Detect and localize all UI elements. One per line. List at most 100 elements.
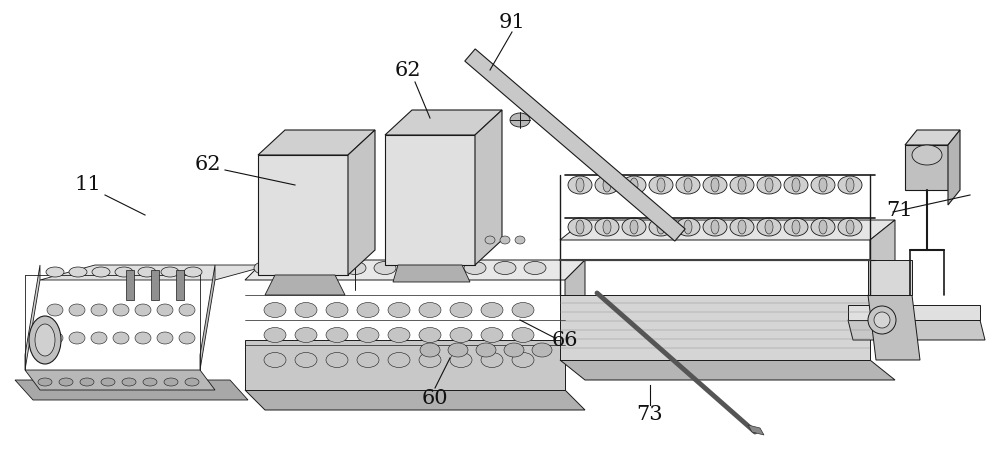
Ellipse shape <box>811 176 835 194</box>
Ellipse shape <box>434 261 456 274</box>
Ellipse shape <box>485 236 495 244</box>
Ellipse shape <box>481 353 503 367</box>
Ellipse shape <box>657 220 665 234</box>
Ellipse shape <box>404 261 426 274</box>
Ellipse shape <box>164 378 178 386</box>
Ellipse shape <box>568 218 592 236</box>
Ellipse shape <box>135 332 151 344</box>
Ellipse shape <box>69 332 85 344</box>
Ellipse shape <box>512 353 534 367</box>
Ellipse shape <box>481 303 503 317</box>
Ellipse shape <box>912 145 942 165</box>
Ellipse shape <box>113 304 129 316</box>
Ellipse shape <box>29 316 61 364</box>
Ellipse shape <box>676 176 700 194</box>
Polygon shape <box>393 265 470 282</box>
Ellipse shape <box>622 218 646 236</box>
Ellipse shape <box>819 220 827 234</box>
Ellipse shape <box>35 324 55 356</box>
Ellipse shape <box>684 178 692 192</box>
Ellipse shape <box>92 267 110 277</box>
Ellipse shape <box>874 312 890 328</box>
Ellipse shape <box>38 378 52 386</box>
Ellipse shape <box>649 218 673 236</box>
Ellipse shape <box>357 303 379 317</box>
Ellipse shape <box>738 220 746 234</box>
Ellipse shape <box>738 178 746 192</box>
Ellipse shape <box>161 267 179 277</box>
Polygon shape <box>848 305 980 320</box>
Ellipse shape <box>184 267 202 277</box>
Ellipse shape <box>374 261 396 274</box>
Ellipse shape <box>765 220 773 234</box>
Ellipse shape <box>326 303 348 317</box>
Polygon shape <box>245 260 585 280</box>
Text: 71: 71 <box>887 201 913 219</box>
Ellipse shape <box>630 220 638 234</box>
Ellipse shape <box>649 176 673 194</box>
Ellipse shape <box>515 236 525 244</box>
Ellipse shape <box>576 220 584 234</box>
Ellipse shape <box>846 220 854 234</box>
Ellipse shape <box>388 353 410 367</box>
Ellipse shape <box>295 353 317 367</box>
Ellipse shape <box>846 178 854 192</box>
Text: 91: 91 <box>499 12 525 31</box>
Polygon shape <box>245 390 585 410</box>
Ellipse shape <box>47 304 63 316</box>
Polygon shape <box>25 370 215 390</box>
Polygon shape <box>245 340 565 390</box>
Ellipse shape <box>113 332 129 344</box>
Ellipse shape <box>512 328 534 342</box>
Polygon shape <box>385 110 502 135</box>
Polygon shape <box>40 265 270 280</box>
Ellipse shape <box>419 353 441 367</box>
Ellipse shape <box>676 218 700 236</box>
Text: 60: 60 <box>422 389 448 407</box>
Ellipse shape <box>524 261 546 274</box>
Ellipse shape <box>811 218 835 236</box>
Ellipse shape <box>388 328 410 342</box>
Ellipse shape <box>510 113 530 127</box>
Ellipse shape <box>757 218 781 236</box>
Ellipse shape <box>388 303 410 317</box>
Ellipse shape <box>500 236 510 244</box>
Ellipse shape <box>47 332 63 344</box>
Polygon shape <box>258 130 375 155</box>
Ellipse shape <box>157 304 173 316</box>
Ellipse shape <box>179 304 195 316</box>
Ellipse shape <box>314 261 336 274</box>
Ellipse shape <box>122 378 136 386</box>
Text: 62: 62 <box>395 61 421 79</box>
Ellipse shape <box>59 378 73 386</box>
Text: 62: 62 <box>195 156 221 175</box>
Ellipse shape <box>730 176 754 194</box>
Ellipse shape <box>504 343 524 357</box>
Ellipse shape <box>703 176 727 194</box>
Ellipse shape <box>295 303 317 317</box>
Polygon shape <box>868 295 920 360</box>
Polygon shape <box>905 145 948 190</box>
Polygon shape <box>748 425 764 435</box>
Ellipse shape <box>512 303 534 317</box>
Ellipse shape <box>657 178 665 192</box>
Ellipse shape <box>450 303 472 317</box>
Ellipse shape <box>179 332 195 344</box>
Ellipse shape <box>143 378 157 386</box>
Ellipse shape <box>135 304 151 316</box>
Text: 73: 73 <box>637 406 663 425</box>
Polygon shape <box>565 260 585 340</box>
Ellipse shape <box>264 328 286 342</box>
Ellipse shape <box>419 303 441 317</box>
Ellipse shape <box>448 343 468 357</box>
Ellipse shape <box>101 378 115 386</box>
Ellipse shape <box>630 178 638 192</box>
Ellipse shape <box>264 353 286 367</box>
Polygon shape <box>475 110 502 265</box>
Ellipse shape <box>295 328 317 342</box>
Polygon shape <box>348 130 375 275</box>
Ellipse shape <box>115 267 133 277</box>
Ellipse shape <box>91 332 107 344</box>
Ellipse shape <box>284 261 306 274</box>
Polygon shape <box>126 270 134 300</box>
